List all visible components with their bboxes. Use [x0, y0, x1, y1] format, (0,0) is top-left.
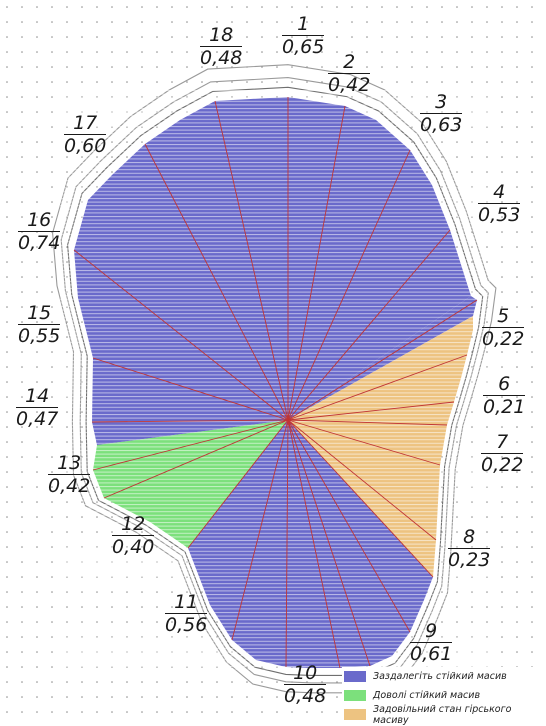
- radial-line: [287, 105, 346, 421]
- sector-value: 0,61: [410, 643, 453, 665]
- sector-label-16: 16 0,74: [18, 210, 61, 254]
- sector-label-17: 17 0,60: [64, 113, 107, 157]
- legend-label-satisfactory: Задовільний стан гірського масиву: [373, 703, 512, 726]
- sector-label-9: 9 0,61: [410, 621, 453, 665]
- sector-label-8: 8 0,23: [448, 527, 491, 571]
- sector-number: 8: [448, 527, 491, 549]
- radial-line: [287, 149, 411, 421]
- sector-label-4: 4 0,53: [478, 182, 521, 226]
- sector-number: 17: [64, 113, 107, 135]
- radial-line: [231, 419, 289, 641]
- sector-number: 7: [481, 432, 524, 454]
- sector-number: 10: [284, 663, 327, 685]
- sector-number: 4: [478, 182, 521, 204]
- sector-label-7: 7 0,22: [481, 432, 524, 476]
- sector-label-2: 2 0,42: [328, 52, 371, 96]
- sector-label-18: 18 0,48: [200, 25, 243, 69]
- radial-line: [285, 419, 289, 668]
- legend-item-stable: Заздалегіть стійкий масив: [342, 667, 546, 686]
- sector-label-1: 1 0,65: [282, 14, 325, 58]
- radial-line: [187, 419, 289, 549]
- sector-value: 0,74: [18, 232, 61, 254]
- radial-line: [214, 100, 289, 421]
- sector-number: 16: [18, 210, 61, 232]
- legend-label-fairly-stable: Доволі стійкий масив: [373, 690, 481, 701]
- scan-line-hatching: [60, 90, 490, 670]
- radial-line: [103, 419, 289, 499]
- sector-value: 0,22: [481, 454, 524, 476]
- radial-line: [92, 357, 289, 421]
- radial-line: [287, 229, 451, 421]
- sector-value: 0,47: [16, 408, 59, 430]
- radial-line: [287, 419, 448, 426]
- sector-value: 0,22: [482, 328, 525, 350]
- radial-line: [144, 143, 289, 421]
- radial-line: [287, 419, 411, 633]
- radial-line: [287, 401, 455, 421]
- sector-value: 0,60: [64, 135, 107, 157]
- radial-lines: [73, 97, 478, 669]
- radial-line: [287, 354, 468, 421]
- legend-item-fairly-stable: Доволі стійкий масив: [342, 686, 546, 705]
- sector-value: 0,23: [448, 549, 491, 571]
- sector-number: 9: [410, 621, 453, 643]
- sector-number: 12: [112, 514, 155, 536]
- sector-value: 0,42: [48, 475, 91, 497]
- radial-line: [91, 419, 289, 423]
- sector-label-13: 13 0,42: [48, 453, 91, 497]
- sector-label-11: 11 0,56: [165, 592, 208, 636]
- sector-value: 0,56: [165, 614, 208, 636]
- sector-number: 1: [282, 14, 325, 36]
- sector-label-14: 14 0,47: [16, 386, 59, 430]
- sector-number: 14: [16, 386, 59, 408]
- radial-line: [287, 419, 437, 541]
- radial-line: [73, 249, 289, 421]
- sector-label-12: 12 0,40: [112, 514, 155, 558]
- sector-value: 0,53: [478, 204, 521, 226]
- radial-line: [287, 299, 478, 421]
- radial-line: [287, 419, 434, 578]
- sector-number: 15: [18, 303, 61, 325]
- sector-label-5: 5 0,22: [482, 306, 525, 350]
- sector-value: 0,63: [420, 114, 463, 136]
- sector-label-15: 15 0,55: [18, 303, 61, 347]
- sector-number: 6: [483, 374, 526, 396]
- sector-value: 0,65: [282, 36, 325, 58]
- radial-line: [287, 419, 371, 667]
- legend-swatch-fairly-stable: [344, 690, 366, 701]
- sector-label-10: 10 0,48: [284, 663, 327, 707]
- sector-number: 3: [420, 92, 463, 114]
- radial-line: [287, 419, 441, 466]
- sector-label-3: 3 0,63: [420, 92, 463, 136]
- legend-swatch-stable: [344, 671, 366, 682]
- sector-label-6: 6 0,21: [483, 374, 526, 418]
- sector-value: 0,55: [18, 325, 61, 347]
- sector-number: 2: [328, 52, 371, 74]
- sector-value: 0,21: [483, 396, 526, 418]
- sector-number: 5: [482, 306, 525, 328]
- sector-value: 0,40: [112, 536, 155, 558]
- sector-value: 0,42: [328, 74, 371, 96]
- sector-value: 0,48: [284, 685, 327, 707]
- sector-value: 0,48: [200, 47, 243, 69]
- legend-label-stable: Заздалегіть стійкий масив: [373, 671, 507, 682]
- legend: Заздалегіть стійкий масив Доволі стійкий…: [342, 667, 546, 726]
- radial-line: [92, 419, 289, 471]
- sector-number: 11: [165, 592, 208, 614]
- legend-item-satisfactory: Задовільний стан гірського масиву: [342, 703, 546, 726]
- sector-number: 18: [200, 25, 243, 47]
- radial-line: [287, 419, 341, 669]
- sector-number: 13: [48, 453, 91, 475]
- legend-swatch-satisfactory: [344, 709, 366, 720]
